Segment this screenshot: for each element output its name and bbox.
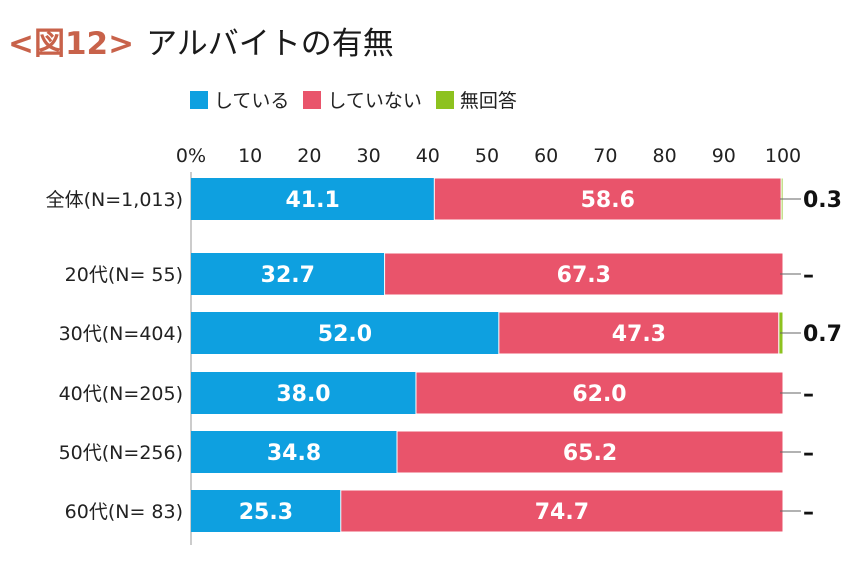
legend-label-no-answer: 無回答: [459, 90, 517, 112]
x-tick-label: 90: [712, 145, 736, 167]
x-tick-label: 100: [765, 145, 801, 167]
legend-swatch-doing: [190, 90, 208, 109]
legend-swatch-no-answer: [435, 90, 454, 109]
legend-label-not-doing: していない: [327, 90, 422, 112]
data-label: 58.6: [581, 188, 635, 213]
legend: している していない 無回答: [190, 86, 531, 113]
data-label: 38.0: [276, 382, 330, 407]
data-label: 25.3: [239, 500, 293, 525]
outside-data-label: 0.3: [803, 188, 842, 213]
data-label: 65.2: [563, 441, 617, 466]
x-tick-label: 20: [297, 145, 321, 167]
x-tick-label: 60: [534, 145, 558, 167]
legend-swatch-not-doing: [303, 90, 322, 109]
category-label: 全体(N=1,013): [46, 189, 183, 211]
outside-data-label: –: [803, 382, 814, 407]
bar-segment: [191, 253, 385, 295]
outside-data-label: –: [803, 441, 814, 466]
data-label: 52.0: [318, 322, 372, 347]
x-tick-label: 10: [238, 145, 262, 167]
legend-item-no-answer: 無回答: [435, 86, 517, 113]
x-tick-label: 40: [416, 145, 440, 167]
bar-segment: [415, 371, 784, 415]
bar-segment: [498, 311, 780, 355]
legend-item-doing: している: [190, 86, 289, 113]
bar-segment: [340, 489, 784, 533]
data-label: 47.3: [612, 322, 666, 347]
data-label: 34.8: [267, 441, 321, 466]
category-label: 20代(N= 55): [65, 264, 183, 286]
outside-data-label: –: [803, 500, 814, 525]
chart-main-title: アルバイトの有無: [146, 26, 394, 62]
data-label: 32.7: [261, 263, 315, 288]
category-label: 50代(N=256): [59, 442, 183, 464]
category-label: 60代(N= 83): [65, 501, 183, 523]
outside-data-label: –: [803, 263, 814, 288]
bar-segment: [191, 372, 416, 414]
x-tick-label: 50: [475, 145, 499, 167]
legend-item-not-doing: していない: [303, 86, 422, 113]
legend-label-doing: している: [214, 90, 290, 112]
category-label: 40代(N=205): [59, 383, 183, 405]
bar-segment: [191, 312, 499, 354]
data-label: 62.0: [572, 382, 626, 407]
figure-label: <図12>: [8, 26, 135, 62]
category-label: 30代(N=404): [59, 323, 183, 345]
bar-segment: [191, 431, 398, 473]
bar-segment: [433, 177, 782, 221]
bar-segment: [191, 178, 435, 220]
x-tick-label: 80: [653, 145, 677, 167]
x-tick-label: 70: [593, 145, 617, 167]
outside-data-label: 0.7: [803, 322, 842, 347]
data-label: 41.1: [286, 188, 340, 213]
x-tick-label: 30: [357, 145, 381, 167]
data-label: 67.3: [557, 263, 611, 288]
data-label: 74.7: [535, 500, 589, 525]
bar-segment: [191, 490, 341, 532]
chart-title: <図12> アルバイトの有無: [8, 18, 394, 63]
x-tick-label: 0%: [176, 145, 206, 167]
